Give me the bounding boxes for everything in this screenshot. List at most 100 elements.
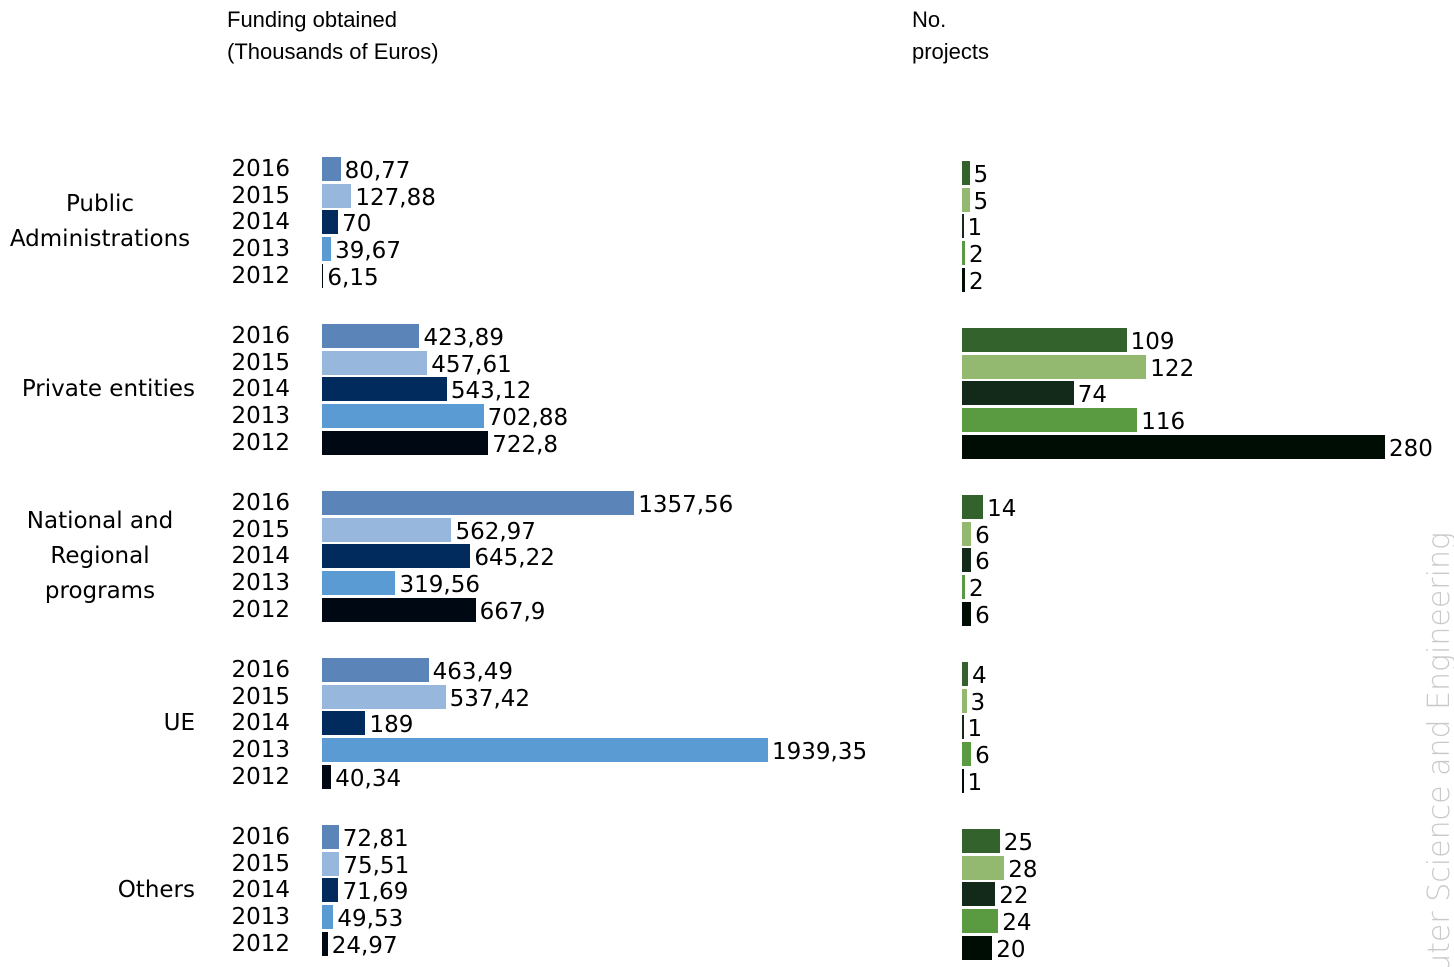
bar bbox=[962, 521, 972, 546]
data-label: 127,88 bbox=[355, 184, 436, 211]
bar bbox=[322, 597, 476, 622]
bar bbox=[962, 214, 964, 239]
data-label: 189 bbox=[369, 712, 414, 739]
data-label: 319,56 bbox=[399, 572, 480, 599]
data-label: 3 bbox=[970, 689, 986, 716]
bar bbox=[322, 851, 340, 876]
bar bbox=[322, 430, 489, 455]
year-label: 2015 bbox=[231, 850, 290, 877]
year-label: 2013 bbox=[231, 570, 290, 597]
data-label: 1939,35 bbox=[772, 739, 868, 766]
data-label: 543,12 bbox=[450, 378, 532, 405]
data-label: 280 bbox=[1389, 435, 1433, 462]
bar bbox=[962, 742, 972, 767]
bar bbox=[322, 210, 339, 235]
data-label: 20 bbox=[996, 936, 1026, 963]
year-label: 2013 bbox=[231, 904, 290, 931]
data-label: 722,8 bbox=[492, 431, 559, 458]
year-label: 2014 bbox=[231, 376, 290, 403]
data-label: 2 bbox=[969, 242, 984, 269]
year-label: 2013 bbox=[231, 403, 290, 430]
bar bbox=[962, 601, 972, 626]
group-label: Public Administrations bbox=[9, 191, 191, 253]
data-label: 116 bbox=[1141, 409, 1186, 436]
data-label: 40,34 bbox=[335, 765, 402, 792]
bar bbox=[322, 931, 328, 956]
bar bbox=[322, 183, 352, 208]
data-label: 28 bbox=[1008, 856, 1038, 883]
year-label: 2014 bbox=[231, 209, 290, 236]
group-label: Private entities bbox=[21, 375, 195, 402]
data-label: 24,97 bbox=[331, 932, 398, 959]
data-label: 6 bbox=[975, 549, 990, 576]
year-label: 2014 bbox=[231, 710, 290, 737]
bar bbox=[322, 571, 396, 596]
bar bbox=[962, 354, 1147, 379]
projects-title: No. projects bbox=[912, 7, 990, 64]
bar bbox=[322, 157, 341, 181]
year-label: 2016 bbox=[231, 323, 290, 349]
bar bbox=[322, 350, 428, 375]
data-label: 667,9 bbox=[479, 598, 546, 625]
data-label: 24 bbox=[1002, 910, 1032, 937]
data-label: 22 bbox=[999, 883, 1029, 910]
bar bbox=[322, 377, 447, 402]
bar bbox=[962, 855, 1005, 880]
data-label: 25 bbox=[1003, 830, 1034, 856]
year-label: 2015 bbox=[231, 349, 290, 376]
bar bbox=[962, 662, 969, 686]
bar bbox=[322, 517, 452, 542]
year-label: 2012 bbox=[231, 262, 290, 289]
data-label: 72,81 bbox=[342, 826, 409, 852]
data-label: 6 bbox=[975, 743, 990, 770]
bar bbox=[962, 688, 967, 713]
data-label: 2 bbox=[969, 268, 984, 295]
bar bbox=[322, 738, 768, 763]
data-label: 122 bbox=[1150, 355, 1195, 382]
year-label: 2014 bbox=[231, 877, 290, 904]
bar bbox=[322, 404, 484, 429]
bar bbox=[962, 548, 972, 573]
bar bbox=[322, 491, 635, 515]
group-label: Others bbox=[117, 876, 195, 903]
bar bbox=[962, 381, 1074, 406]
bar bbox=[962, 408, 1138, 433]
year-label: 2015 bbox=[231, 182, 290, 209]
year-label: 2015 bbox=[231, 683, 290, 710]
bar bbox=[962, 935, 993, 960]
year-label: 2016 bbox=[231, 657, 290, 683]
data-label: 702,88 bbox=[487, 405, 569, 432]
data-label: 423,89 bbox=[423, 325, 504, 351]
year-label: 2016 bbox=[231, 824, 290, 850]
bar bbox=[322, 324, 420, 348]
data-label: 5 bbox=[973, 188, 989, 215]
data-label: 49,53 bbox=[337, 906, 404, 933]
group-label: National and Regional programs bbox=[26, 507, 174, 604]
data-label: 71,69 bbox=[342, 879, 409, 906]
bar bbox=[322, 711, 366, 736]
bar bbox=[322, 764, 332, 789]
bar bbox=[962, 434, 1385, 459]
data-label: 75,51 bbox=[343, 852, 410, 879]
data-label: 80,77 bbox=[344, 158, 411, 184]
side-text: uter Science and Engineering bbox=[1422, 532, 1454, 967]
data-label: 6 bbox=[975, 522, 990, 549]
data-label: 14 bbox=[987, 496, 1017, 522]
data-label: 2 bbox=[969, 576, 984, 603]
data-label: 1 bbox=[967, 716, 983, 743]
year-label: 2012 bbox=[231, 596, 290, 623]
bar bbox=[322, 684, 446, 709]
bar bbox=[322, 263, 324, 288]
bar bbox=[962, 882, 996, 907]
data-label: 109 bbox=[1130, 329, 1175, 355]
year-label: 2012 bbox=[231, 930, 290, 957]
bar bbox=[962, 829, 1000, 853]
funding-title: Funding obtained (Thousands of Euros) bbox=[227, 7, 439, 64]
bar bbox=[322, 237, 332, 262]
year-label: 2013 bbox=[231, 236, 290, 263]
data-label: 4 bbox=[972, 663, 987, 689]
bar bbox=[322, 658, 429, 682]
bar bbox=[962, 909, 999, 934]
bar bbox=[962, 161, 970, 185]
bar bbox=[962, 267, 966, 292]
